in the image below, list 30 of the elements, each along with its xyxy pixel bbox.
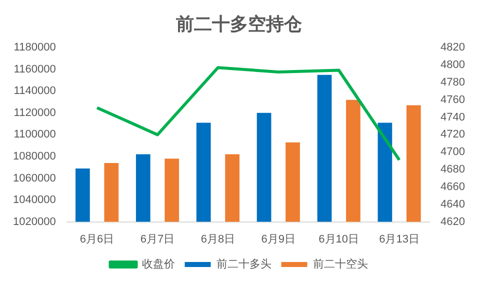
legend-label: 前二十空头 xyxy=(312,258,368,271)
y2-tick-label: 4700 xyxy=(440,146,466,158)
y2-tick-label: 4780 xyxy=(440,76,466,88)
x-tick-label: 6月10日 xyxy=(318,233,360,246)
y-tick-label: 1080000 xyxy=(12,150,56,163)
y-tick-label: 1060000 xyxy=(12,172,56,184)
legend-label: 收盘价 xyxy=(142,258,175,271)
x-tick-label: 6月13日 xyxy=(379,233,420,246)
x-tick-label: 6月7日 xyxy=(140,233,175,246)
y-tick-label: 1040000 xyxy=(12,194,56,206)
y2-tick-label: 4640 xyxy=(440,198,466,210)
y2-tick-label: 4820 xyxy=(440,42,466,54)
y2-tick-label: 4720 xyxy=(440,128,466,141)
y-tick-label: 1160000 xyxy=(14,63,56,76)
y2-tick-label: 4620 xyxy=(440,216,466,228)
y-tick-label: 1100000 xyxy=(14,128,56,141)
y-tick-label: 1140000 xyxy=(14,85,56,98)
y2-tick-label: 4680 xyxy=(440,164,466,176)
x-tick-label: 6月9日 xyxy=(261,233,296,246)
x-tick-label: 6月6日 xyxy=(80,233,114,246)
y-tick-label: 1020000 xyxy=(12,216,56,228)
y2-tick-label: 4800 xyxy=(440,59,466,72)
y-tick-label: 1180000 xyxy=(14,42,56,54)
y2-tick-label: 4740 xyxy=(440,111,466,124)
x-tick-label: 6月8日 xyxy=(200,233,236,246)
y2-tick-label: 4660 xyxy=(440,180,466,193)
chart-title: 前二十多空持仓 xyxy=(175,14,303,34)
legend-label: 前二十多头 xyxy=(216,258,272,271)
y2-tick-label: 4760 xyxy=(440,94,466,106)
y-tick-label: 1120000 xyxy=(14,106,56,119)
